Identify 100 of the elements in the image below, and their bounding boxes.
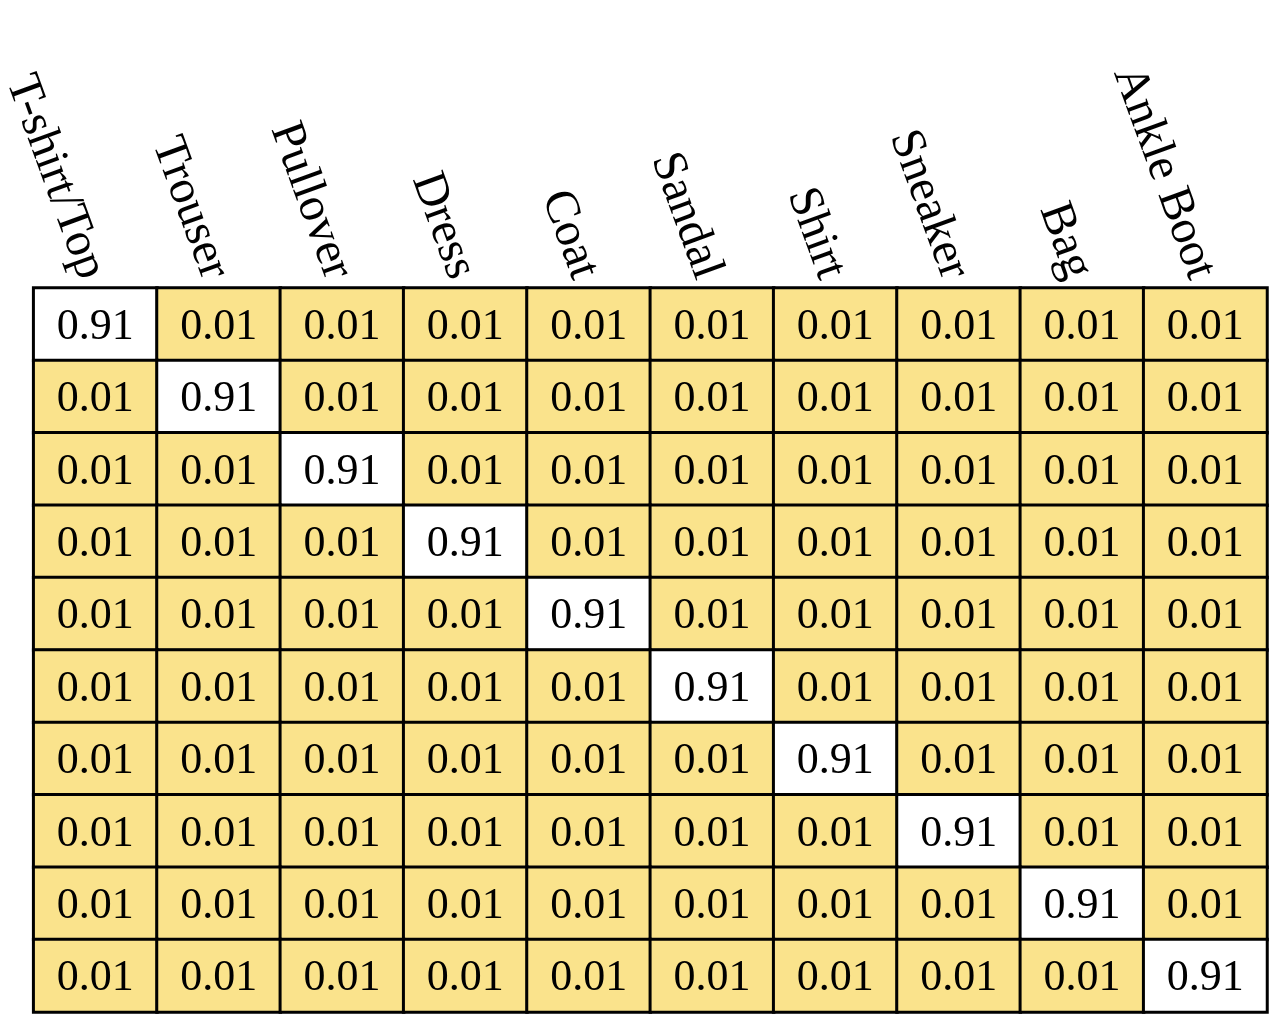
data-label: 0.01 bbox=[673, 734, 751, 784]
x-tick-label: Sandal bbox=[642, 144, 737, 286]
data-label: 0.01 bbox=[1043, 516, 1121, 566]
x-tick-label: Trouser bbox=[143, 128, 244, 286]
data-label: 0.01 bbox=[550, 372, 628, 422]
data-label: 0.01 bbox=[303, 734, 381, 784]
data-label: 0.01 bbox=[1166, 806, 1244, 856]
data-label: 0.01 bbox=[180, 661, 258, 711]
data-label: 0.01 bbox=[673, 878, 751, 928]
data-label: 0.91 bbox=[920, 806, 998, 856]
data-label: 0.01 bbox=[426, 806, 504, 856]
data-label: 0.01 bbox=[920, 734, 998, 784]
data-label: 0.01 bbox=[56, 661, 134, 711]
x-tick-label: Pullover bbox=[261, 114, 367, 286]
data-label: 0.01 bbox=[180, 444, 258, 494]
data-label: 0.01 bbox=[796, 806, 874, 856]
data-label: 0.01 bbox=[796, 589, 874, 639]
x-tick-label: Sneaker bbox=[880, 121, 984, 286]
data-label: 0.01 bbox=[426, 951, 504, 1001]
data-label: 0.91 bbox=[1166, 951, 1244, 1001]
data-label: 0.01 bbox=[1166, 878, 1244, 928]
data-label: 0.91 bbox=[426, 516, 504, 566]
data-label: 0.01 bbox=[920, 878, 998, 928]
data-label: 0.01 bbox=[1043, 806, 1121, 856]
data-label: 0.01 bbox=[673, 589, 751, 639]
data-label: 0.01 bbox=[796, 661, 874, 711]
data-label: 0.01 bbox=[426, 589, 504, 639]
data-label: 0.01 bbox=[796, 878, 874, 928]
data-label: 0.01 bbox=[796, 951, 874, 1001]
data-label: 0.01 bbox=[920, 589, 998, 639]
data-label: 0.01 bbox=[56, 734, 134, 784]
data-label: 0.01 bbox=[796, 372, 874, 422]
data-label: 0.01 bbox=[1043, 589, 1121, 639]
data-label: 0.01 bbox=[796, 299, 874, 349]
data-label: 0.01 bbox=[550, 878, 628, 928]
data-label: 0.01 bbox=[56, 878, 134, 928]
data-label: 0.01 bbox=[920, 516, 998, 566]
data-label: 0.01 bbox=[56, 589, 134, 639]
data-label: 0.01 bbox=[550, 951, 628, 1001]
data-label: 0.01 bbox=[426, 444, 504, 494]
data-label: 0.01 bbox=[796, 516, 874, 566]
data-label: 0.01 bbox=[303, 372, 381, 422]
data-label: 0.01 bbox=[303, 806, 381, 856]
data-label: 0.01 bbox=[673, 372, 751, 422]
data-label: 0.01 bbox=[920, 372, 998, 422]
x-tick-label: Bag bbox=[1030, 194, 1107, 286]
x-tick-label: Coat bbox=[532, 181, 614, 286]
data-label: 0.91 bbox=[303, 444, 381, 494]
data-label: 0.01 bbox=[1043, 372, 1121, 422]
data-label: 0.01 bbox=[426, 878, 504, 928]
data-label: 0.01 bbox=[673, 516, 751, 566]
data-label: 0.01 bbox=[180, 878, 258, 928]
data-label: 0.01 bbox=[180, 734, 258, 784]
data-label: 0.01 bbox=[920, 299, 998, 349]
data-label: 0.01 bbox=[550, 806, 628, 856]
data-label: 0.01 bbox=[1166, 372, 1244, 422]
data-label: 0.01 bbox=[1043, 299, 1121, 349]
data-label: 0.01 bbox=[1043, 661, 1121, 711]
data-label: 0.01 bbox=[550, 299, 628, 349]
data-label: 0.01 bbox=[673, 806, 751, 856]
data-label: 0.01 bbox=[180, 589, 258, 639]
data-label: 0.01 bbox=[550, 516, 628, 566]
data-label: 0.01 bbox=[1166, 734, 1244, 784]
data-label: 0.01 bbox=[1166, 299, 1244, 349]
data-label: 0.01 bbox=[1166, 589, 1244, 639]
data-label: 0.01 bbox=[426, 734, 504, 784]
data-label: 0.01 bbox=[796, 444, 874, 494]
data-label: 0.01 bbox=[1043, 444, 1121, 494]
data-label: 0.01 bbox=[303, 516, 381, 566]
data-label: 0.91 bbox=[673, 661, 751, 711]
data-label: 0.01 bbox=[1043, 734, 1121, 784]
x-tick-label: Dress bbox=[403, 164, 491, 286]
data-label: 0.91 bbox=[796, 734, 874, 784]
data-label: 0.01 bbox=[550, 444, 628, 494]
data-label: 0.01 bbox=[673, 951, 751, 1001]
data-label: 0.01 bbox=[550, 661, 628, 711]
data-label: 0.01 bbox=[426, 372, 504, 422]
data-label: 0.01 bbox=[1166, 444, 1244, 494]
data-label: 0.91 bbox=[56, 299, 134, 349]
data-label: 0.01 bbox=[180, 516, 258, 566]
x-tick-label: Shirt bbox=[778, 179, 861, 286]
data-label: 0.01 bbox=[56, 806, 134, 856]
data-label: 0.01 bbox=[426, 299, 504, 349]
data-label: 0.01 bbox=[56, 444, 134, 494]
data-label: 0.91 bbox=[1043, 878, 1121, 928]
data-label: 0.91 bbox=[550, 589, 628, 639]
data-label: 0.01 bbox=[180, 951, 258, 1001]
data-label: 0.01 bbox=[920, 661, 998, 711]
data-label: 0.01 bbox=[303, 878, 381, 928]
data-label: 0.01 bbox=[180, 806, 258, 856]
data-label: 0.01 bbox=[303, 951, 381, 1001]
data-label: 0.01 bbox=[303, 589, 381, 639]
data-label: 0.01 bbox=[673, 444, 751, 494]
data-label: 0.01 bbox=[1043, 951, 1121, 1001]
data-label: 0.01 bbox=[1166, 516, 1244, 566]
data-label: 0.01 bbox=[56, 951, 134, 1001]
data-label: 0.01 bbox=[920, 951, 998, 1001]
data-label: 0.91 bbox=[180, 372, 258, 422]
data-label: 0.01 bbox=[426, 661, 504, 711]
data-label: 0.01 bbox=[550, 734, 628, 784]
